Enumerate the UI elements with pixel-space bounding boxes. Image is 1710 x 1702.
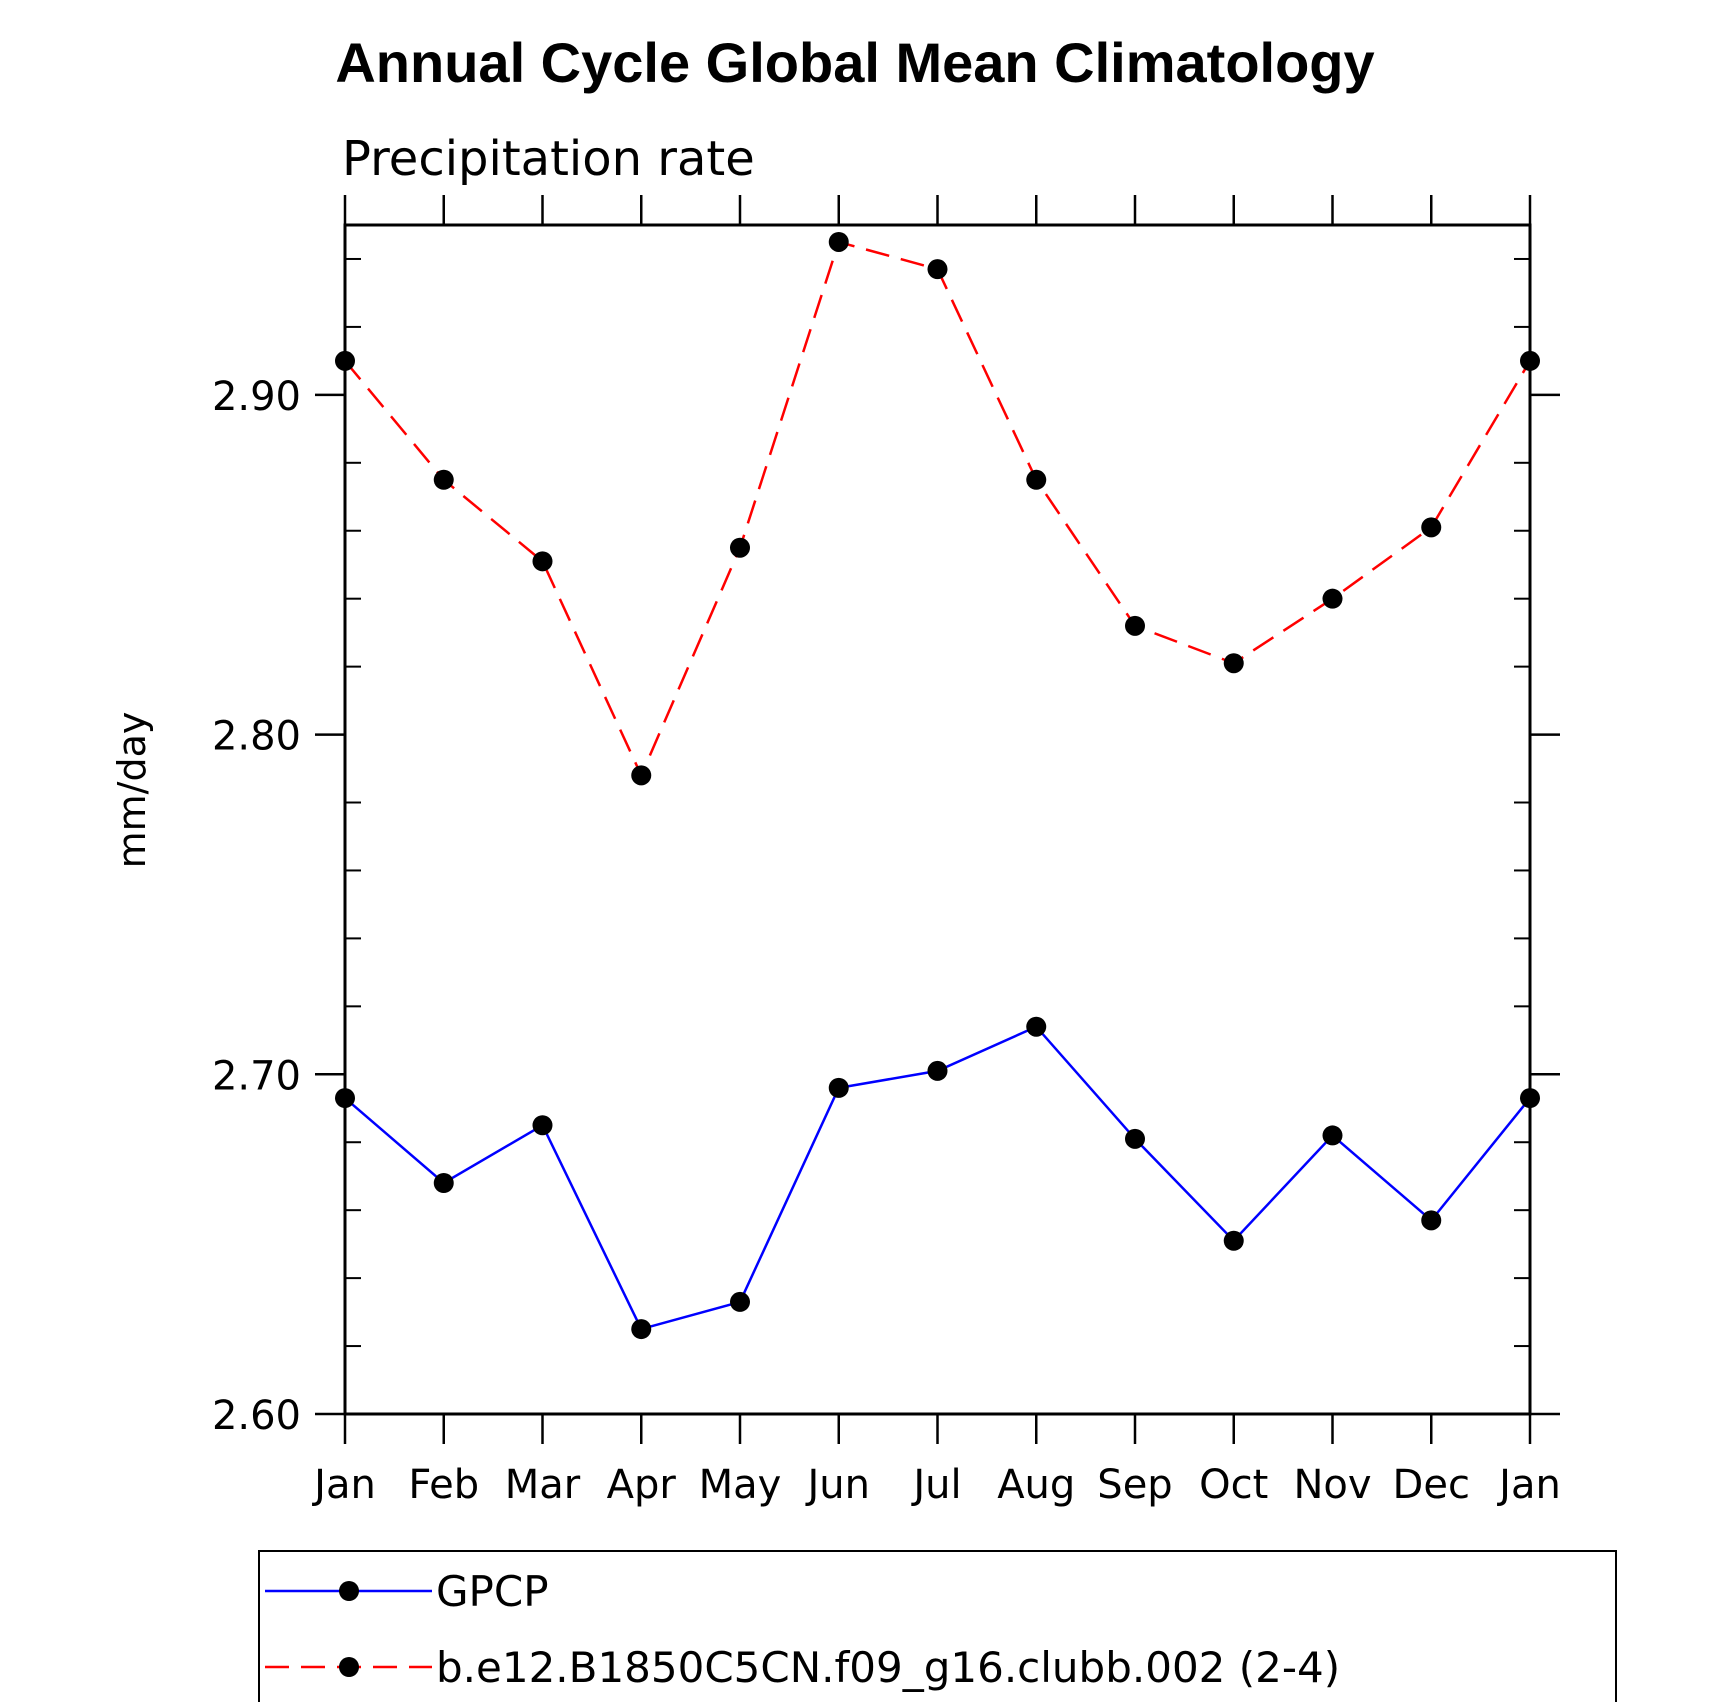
x-tick-label: Apr: [607, 1462, 677, 1508]
data-point: [433, 469, 454, 490]
data-point: [1125, 1128, 1145, 1149]
data-point: [532, 551, 553, 572]
x-tick-label: Jun: [805, 1462, 871, 1508]
data-point: [730, 1291, 750, 1312]
x-tick-label: Jan: [1496, 1462, 1561, 1508]
legend-label-gpcp: GPCP: [436, 1567, 549, 1616]
chart-title: Annual Cycle Global Mean Climatology: [335, 31, 1374, 94]
data-point: [1223, 1230, 1244, 1251]
x-tick-label: Jul: [910, 1462, 961, 1508]
data-point: [1026, 1016, 1047, 1037]
legend: GPCP b.e12.B1850C5CN.f09_g16.clubb.002 (…: [258, 1550, 1617, 1702]
y-tick-label: 2.80: [212, 714, 301, 760]
plot-frame: [343, 223, 1532, 1416]
x-tick-label: Dec: [1393, 1462, 1470, 1508]
legend-marker: [339, 1581, 359, 1601]
x-tick-label: Feb: [408, 1462, 479, 1508]
x-tick-label: Aug: [997, 1462, 1075, 1508]
legend-box: [258, 1550, 1617, 1702]
data-point: [1223, 653, 1244, 674]
data-point: [433, 1172, 454, 1193]
x-tick-label: Sep: [1097, 1462, 1172, 1508]
data-series: [335, 231, 1540, 1340]
tick-labels: Jan Feb Mar Apr May Jun Jul Aug Sep Oct Nov Dec Jan2…: [212, 374, 1561, 1508]
data-point: [1026, 469, 1047, 490]
data-point: [1322, 1125, 1343, 1146]
data-point: [631, 1319, 652, 1340]
data-point: [1125, 615, 1145, 636]
y-tick-label: 2.90: [212, 374, 301, 420]
data-point: [828, 231, 849, 252]
data-point: [828, 1077, 849, 1098]
data-point: [1421, 517, 1442, 538]
data-point: [927, 1060, 948, 1081]
chart-subtitle: Precipitation rate: [342, 131, 755, 187]
data-point: [927, 259, 948, 280]
x-tick-label: Mar: [505, 1462, 581, 1508]
x-tick-label: Jan: [311, 1462, 376, 1508]
series-line-1: [344, 240, 1532, 779]
axis-ticks: [315, 195, 1560, 1444]
y-tick-label: 2.60: [212, 1393, 301, 1439]
data-point: [1421, 1210, 1442, 1231]
data-point: [631, 765, 652, 786]
data-point: [532, 1115, 553, 1136]
x-tick-label: Oct: [1199, 1462, 1268, 1508]
data-point: [1322, 588, 1343, 609]
legend-label-model: b.e12.B1850C5CN.f09_g16.clubb.002 (2-4): [436, 1643, 1340, 1692]
x-tick-label: Nov: [1293, 1462, 1371, 1508]
y-axis-label: mm/day: [110, 712, 154, 869]
y-tick-label: 2.70: [212, 1053, 301, 1099]
data-point: [730, 537, 750, 558]
legend-marker: [339, 1657, 359, 1677]
x-tick-label: May: [699, 1462, 782, 1508]
